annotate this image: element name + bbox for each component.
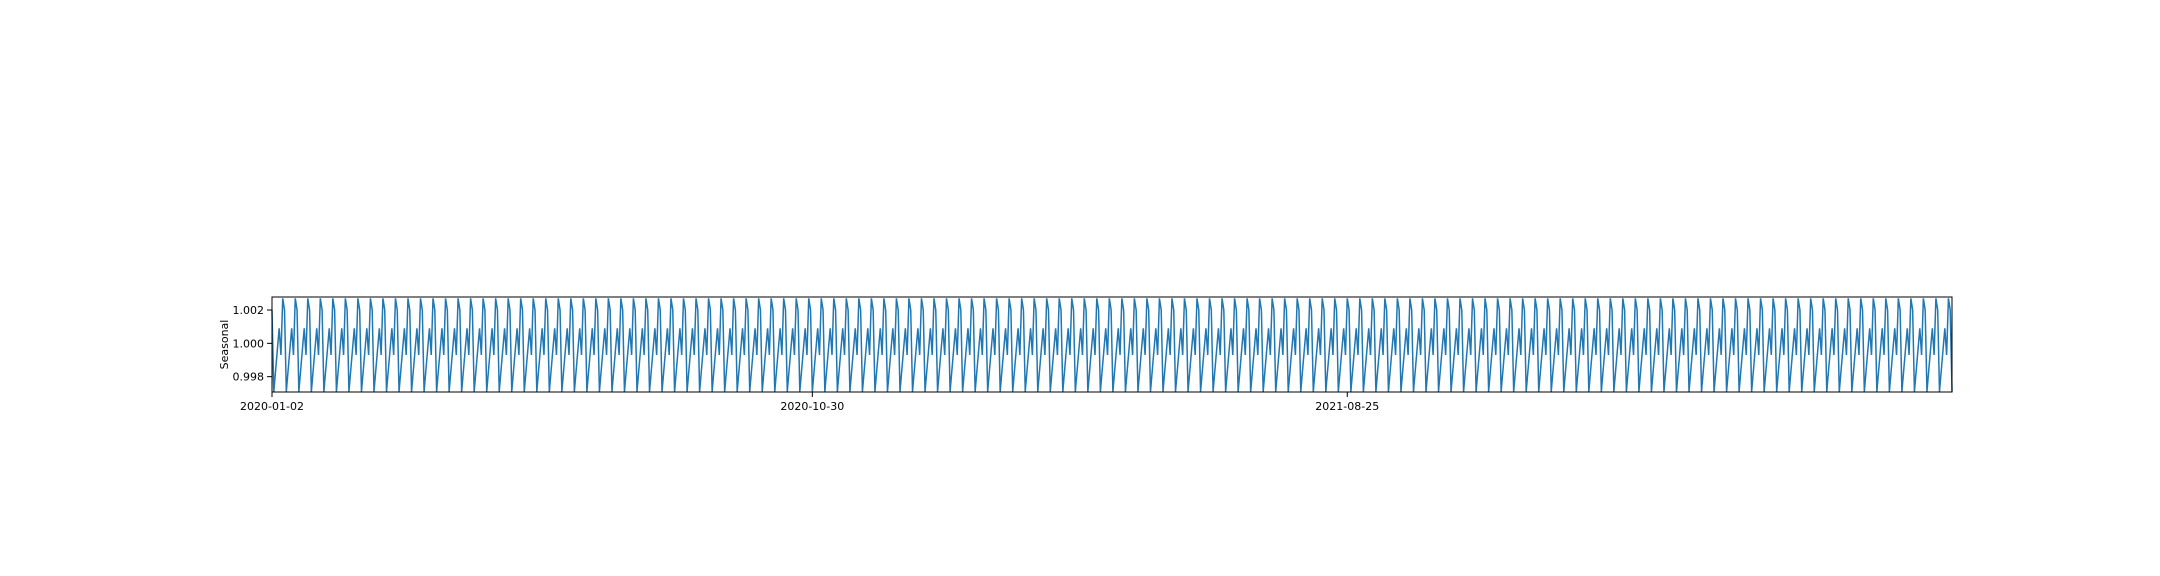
x-tick-label: 2020-01-02 — [240, 400, 304, 413]
y-axis-ticks: 0.998 1.000 1.002 — [233, 304, 272, 384]
y-tick-label: 0.998 — [233, 371, 265, 384]
x-axis-ticks: 2020-01-02 2020-10-30 2021-08-25 — [240, 392, 1379, 413]
y-axis-label: Seasonal — [218, 320, 231, 370]
x-tick-label: 2021-08-25 — [1315, 400, 1379, 413]
axes-frame — [271, 296, 1953, 393]
x-tick-label: 2020-10-30 — [780, 400, 844, 413]
plot-area — [271, 298, 1953, 392]
seasonal-series-line — [271, 298, 1953, 392]
y-tick-label: 1.002 — [233, 304, 265, 317]
y-tick-label: 1.000 — [233, 337, 265, 350]
